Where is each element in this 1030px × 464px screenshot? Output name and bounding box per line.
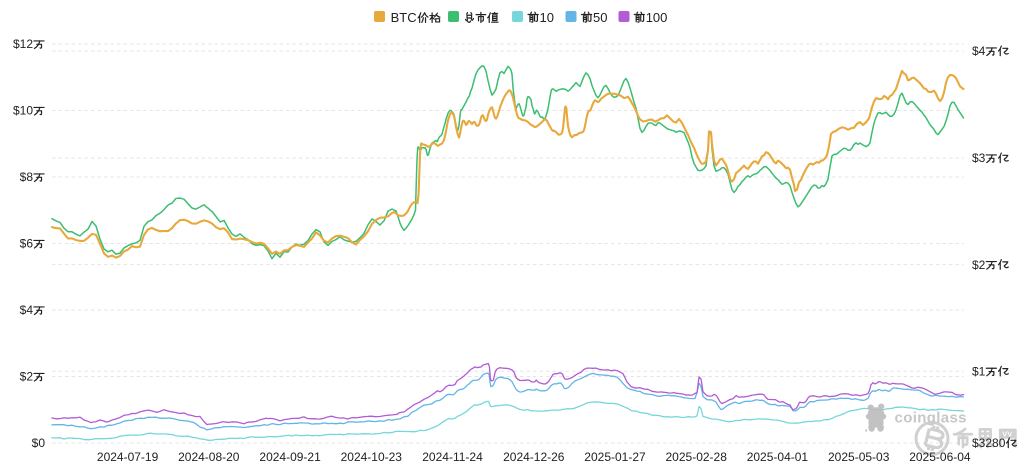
svg-text:100: 100 [646,10,668,25]
svg-text:$1: $1 [972,365,986,379]
svg-text:2024-10-23: 2024-10-23 [341,450,403,464]
svg-text:2024-07-19: 2024-07-19 [97,450,159,464]
svg-text:$12: $12 [13,37,33,51]
svg-text:50: 50 [593,10,607,25]
svg-text:$2: $2 [972,258,986,272]
svg-text:$10: $10 [13,104,33,118]
svg-text:$8: $8 [20,170,34,184]
svg-text:$4: $4 [20,303,34,317]
svg-text:2024-11-24: 2024-11-24 [422,450,483,464]
svg-text:2025-04-01: 2025-04-01 [747,450,809,464]
svg-text:2024-09-21: 2024-09-21 [259,450,321,464]
svg-text:$0: $0 [32,436,46,450]
svg-text:2024-12-26: 2024-12-26 [503,450,565,464]
svg-text:2025-02-28: 2025-02-28 [666,450,728,464]
svg-text:10: 10 [540,10,554,25]
svg-text:2024-08-20: 2024-08-20 [178,450,240,464]
svg-text:$6: $6 [20,237,34,251]
svg-text:2025-05-03: 2025-05-03 [828,450,890,464]
svg-text:$4: $4 [972,44,986,58]
svg-text:$3280: $3280 [972,436,1006,450]
svg-text:coinglass: coinglass [895,410,967,427]
svg-text:$3: $3 [972,151,986,165]
svg-text:2025-01-27: 2025-01-27 [584,450,646,464]
svg-text:$2: $2 [20,370,34,384]
svg-text:2025-06-04: 2025-06-04 [909,450,971,464]
svg-text:BTC: BTC [391,10,417,25]
svg-text:VV: VV [1002,430,1012,439]
